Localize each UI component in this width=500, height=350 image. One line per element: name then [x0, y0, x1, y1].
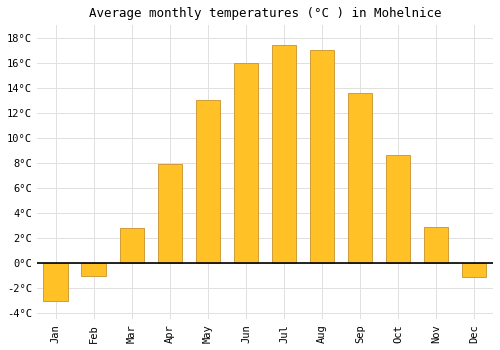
Bar	[348, 93, 372, 263]
Bar	[196, 100, 220, 263]
Bar	[272, 45, 296, 263]
Title: Average monthly temperatures (°C ) in Mohelnice: Average monthly temperatures (°C ) in Mo…	[88, 7, 441, 20]
Bar	[386, 155, 410, 263]
Bar	[310, 50, 334, 263]
Bar	[158, 164, 182, 263]
Bar	[424, 227, 448, 263]
Bar	[234, 63, 258, 263]
Bar	[462, 263, 486, 277]
Bar	[82, 263, 106, 276]
Bar	[44, 263, 68, 301]
Bar	[120, 228, 144, 263]
